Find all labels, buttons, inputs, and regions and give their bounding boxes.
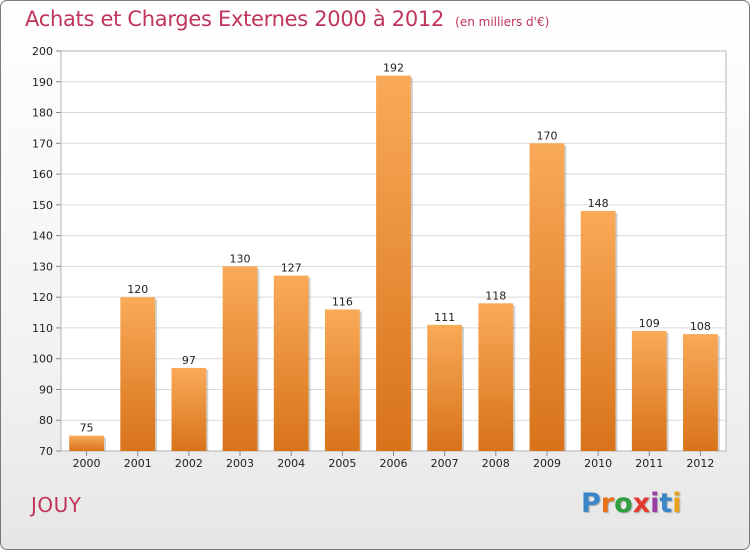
bar — [683, 334, 718, 451]
x-tick-label: 2011 — [635, 457, 663, 470]
bar-value-label: 116 — [332, 295, 353, 308]
bar-value-label: 130 — [230, 252, 251, 265]
bar-value-label: 109 — [639, 317, 660, 330]
x-axis-ticks: 2000 2001 2002 2003 2004 2005 2006 2007 2008 2009… — [73, 451, 714, 470]
bar — [580, 211, 616, 451]
y-tick-label: 120 — [32, 291, 53, 304]
bars: 75 120 97 130 127 116 192 111 118 170 148 109 108 — [69, 62, 720, 452]
bar — [222, 266, 258, 451]
x-tick-label: 2006 — [380, 457, 408, 470]
logo-letter: i — [650, 488, 660, 519]
bar-value-label: 118 — [485, 289, 506, 302]
y-tick-label: 80 — [39, 414, 53, 427]
bar-value-label: 97 — [182, 354, 196, 367]
x-tick-label: 2003 — [226, 457, 254, 470]
bar-value-label: 192 — [383, 62, 404, 75]
x-tick-label: 2001 — [124, 457, 152, 470]
chart-unit: (en milliers d'€) — [455, 15, 550, 29]
bar-value-label: 108 — [690, 320, 711, 333]
x-tick-label: 2004 — [277, 457, 305, 470]
bar — [273, 275, 309, 451]
y-tick-label: 180 — [32, 107, 53, 120]
logo-letter: x — [632, 488, 651, 519]
y-tick-label: 150 — [32, 199, 53, 212]
logo-letter: r — [600, 488, 615, 519]
bar — [529, 143, 565, 452]
x-tick-label: 2007 — [431, 457, 459, 470]
y-axis-ticks: 70 80 90 100 110 120 130 140 150 160 170 180 190 200 — [32, 45, 61, 458]
y-tick-label: 70 — [39, 445, 53, 458]
logo-letter: i — [672, 488, 682, 519]
y-tick-label: 140 — [32, 230, 53, 243]
x-tick-label: 2008 — [482, 457, 510, 470]
x-tick-label: 2012 — [686, 457, 714, 470]
x-tick-label: 2002 — [175, 457, 203, 470]
x-tick-label: 2009 — [533, 457, 561, 470]
logo-letter: o — [614, 488, 633, 519]
bar — [69, 435, 104, 451]
bar — [427, 324, 463, 451]
y-tick-label: 190 — [32, 76, 53, 89]
bar — [631, 331, 667, 451]
logo-letter: P — [581, 488, 601, 519]
y-tick-label: 200 — [32, 45, 53, 58]
bar-value-label: 75 — [80, 422, 94, 435]
bar — [376, 75, 411, 451]
y-tick-label: 90 — [39, 383, 53, 396]
y-tick-label: 100 — [32, 353, 53, 366]
y-tick-label: 170 — [32, 137, 53, 150]
y-tick-label: 160 — [32, 168, 53, 181]
bar-value-label: 148 — [588, 197, 609, 210]
x-tick-label: 2010 — [584, 457, 612, 470]
bar-value-label: 170 — [536, 129, 557, 142]
logo-letter: t — [659, 488, 673, 519]
bar — [120, 297, 156, 451]
bar — [324, 309, 360, 451]
proxiti-logo: Proxiti — [581, 488, 682, 519]
bar — [171, 367, 207, 451]
chart-title: Achats et Charges Externes 2000 à 2012 — [25, 7, 445, 31]
bar-value-label: 111 — [434, 311, 455, 324]
x-tick-label: 2000 — [73, 457, 101, 470]
bar-value-label: 127 — [281, 262, 302, 275]
y-tick-label: 110 — [32, 322, 53, 335]
commune-name: JOUY — [31, 493, 82, 517]
y-tick-label: 130 — [32, 260, 53, 273]
title-row: Achats et Charges Externes 2000 à 2012 (… — [25, 7, 549, 31]
bar-value-label: 120 — [127, 283, 148, 296]
x-tick-label: 2005 — [328, 457, 356, 470]
bar — [478, 303, 514, 451]
